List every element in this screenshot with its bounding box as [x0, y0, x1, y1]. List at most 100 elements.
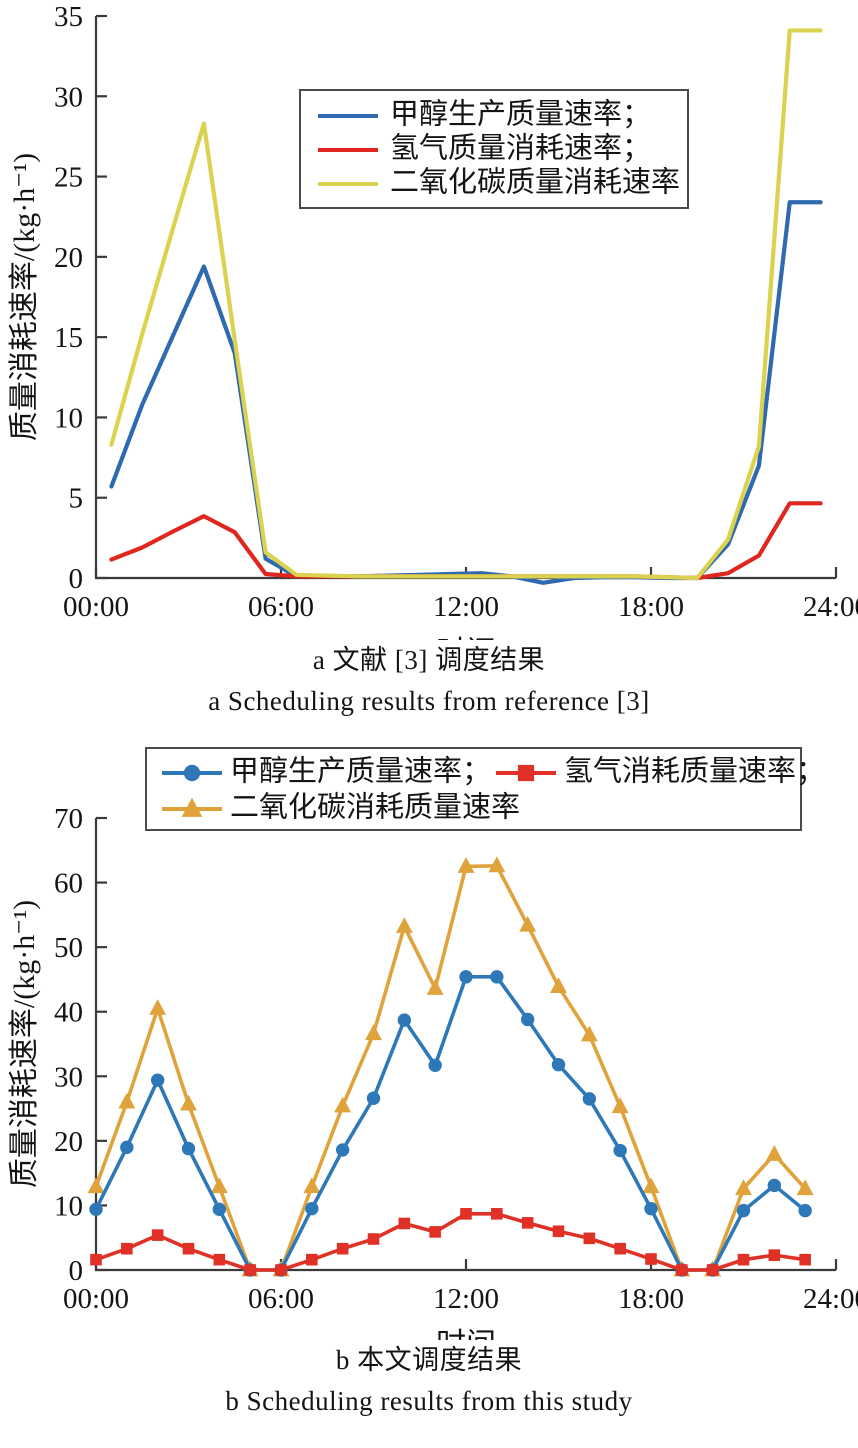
data-point-marker	[767, 1178, 782, 1193]
y-tick-label: 0	[69, 563, 84, 595]
data-point-marker	[799, 1253, 811, 1266]
y-axis-title: 质量消耗速率/(kg·h⁻¹)	[8, 153, 41, 441]
data-point-marker	[519, 915, 537, 932]
data-point-marker	[336, 1242, 349, 1255]
chart-a-plot-area: 0 5 10 15 20 25 30 35 00:00 06:00 12:00 18:00 24:00 时…	[0, 0, 858, 640]
data-point-marker	[765, 1145, 783, 1161]
chart-a-series-group	[109, 28, 823, 585]
data-point-marker	[428, 1058, 442, 1073]
x-axis-title: 时间	[436, 1328, 496, 1340]
data-point-marker	[583, 1232, 596, 1245]
data-point-marker	[365, 1024, 382, 1041]
data-point-marker	[150, 1073, 165, 1087]
data-point-marker	[735, 1179, 752, 1196]
data-point-marker	[120, 1140, 134, 1155]
data-point-marker	[613, 1143, 627, 1158]
data-point-marker	[429, 1226, 441, 1238]
data-point-marker	[520, 1012, 535, 1027]
data-point-marker	[768, 1249, 781, 1261]
data-point-marker	[121, 1242, 133, 1255]
data-point-marker	[676, 1264, 688, 1276]
legend-label-2: 氢气质量消耗速率；	[390, 132, 651, 165]
panel-a: 0 5 10 15 20 25 30 35 00:00 06:00 12:00 18:00 24:00 时…	[0, 0, 858, 716]
data-point-marker	[149, 999, 167, 1015]
x-tick-label: 00:00	[63, 1283, 129, 1315]
data-point-marker	[459, 970, 473, 984]
caption-a-chinese: a 文献 [3] 调度结果	[312, 645, 546, 675]
chart-a-svg: 0 5 10 15 20 25 30 35 00:00 06:00 12:00 18:00 24:00 时…	[8, 1, 858, 640]
data-point-marker	[181, 797, 203, 817]
data-point-marker	[611, 1097, 629, 1114]
data-point-marker	[183, 764, 201, 782]
y-tick-label: 10	[54, 402, 83, 434]
data-point-marker	[151, 1229, 164, 1241]
x-tick-label: 06:00	[248, 591, 314, 623]
data-point-marker	[706, 1264, 719, 1276]
y-tick-label: 5	[69, 483, 84, 515]
data-point-marker	[367, 1233, 380, 1245]
chart-b-series-group	[87, 856, 814, 1277]
data-point-marker	[366, 1091, 381, 1105]
legend-label-1: 甲醇生产质量速率；	[230, 755, 491, 788]
y-axis-title: 质量消耗速率/(kg·h⁻¹)	[8, 900, 41, 1188]
y-tick-label: 10	[54, 1190, 83, 1222]
data-point-marker	[614, 1242, 626, 1255]
data-point-marker	[737, 1253, 750, 1266]
x-tick-label: 18:00	[618, 591, 684, 623]
data-point-marker	[398, 1217, 411, 1230]
series-line-3	[94, 863, 807, 1272]
data-point-marker	[397, 1013, 412, 1027]
data-point-marker	[335, 1143, 350, 1157]
legend-label-3: 二氧化碳质量消耗速率	[390, 166, 680, 199]
data-point-marker	[303, 1177, 321, 1194]
y-tick-label: 40	[54, 997, 83, 1029]
chart-b-plot-area: 0 10 20 30 40 50 60 70 00:00 06:00 12:00 18:00 24:00…	[0, 740, 858, 1340]
data-point-marker	[488, 856, 506, 873]
x-axis-title: 时间	[436, 636, 496, 640]
y-tick-label: 25	[54, 162, 83, 194]
data-point-marker	[796, 1179, 814, 1196]
x-tick-label: 12:00	[433, 591, 499, 623]
data-point-marker	[306, 1253, 318, 1266]
x-tick-label: 06:00	[248, 1283, 314, 1315]
chart-b-axes: 0 10 20 30 40 50 60 70 00:00 06:00 12:00 18:00 24:00	[54, 803, 858, 1315]
y-tick-label: 70	[54, 803, 83, 835]
legend-label-3: 二氧化碳消耗质量速率	[230, 791, 520, 824]
panel-b: 0 10 20 30 40 50 60 70 00:00 06:00 12:00 18:00 24:00…	[0, 740, 858, 1448]
chart-a-legend: 甲醇生产质量速率；氢气质量消耗速率；二氧化碳质量消耗速率	[299, 89, 689, 209]
data-point-marker	[426, 979, 444, 995]
data-point-marker	[181, 1141, 196, 1156]
x-tick-label: 18:00	[618, 1283, 684, 1315]
data-point-marker	[182, 1242, 195, 1255]
data-point-marker	[491, 1208, 503, 1220]
legend-box	[145, 747, 802, 831]
y-tick-label: 20	[54, 1126, 83, 1158]
y-tick-label: 35	[54, 1, 83, 33]
data-point-marker	[552, 1225, 565, 1238]
data-point-marker	[275, 1264, 287, 1276]
x-tick-label: 00:00	[63, 591, 129, 623]
y-tick-label: 0	[69, 1255, 84, 1287]
data-point-marker	[645, 1253, 657, 1265]
data-point-marker	[395, 917, 413, 933]
legend-label-1: 甲醇生产质量速率；	[390, 98, 651, 131]
caption-b-english: b Scheduling results from this study	[225, 1386, 633, 1417]
chart-b-legend: 甲醇生产质量速率； 氢气消耗质量速率； 二氧化碳消耗质量速率	[145, 747, 825, 831]
series-group-2	[90, 1208, 811, 1276]
data-point-marker	[550, 977, 567, 993]
x-tick-label: 24:00	[803, 1283, 858, 1315]
data-point-marker	[521, 1217, 534, 1229]
caption-b-chinese: b 本文调度结果	[335, 1345, 523, 1375]
series-group-3	[87, 856, 814, 1277]
data-point-marker	[89, 1202, 103, 1217]
data-point-marker	[212, 1202, 227, 1217]
y-tick-label: 15	[54, 322, 83, 354]
data-point-marker	[90, 1253, 102, 1266]
series-line-1	[94, 975, 807, 1272]
data-point-marker	[213, 1253, 226, 1266]
data-point-marker	[517, 764, 535, 782]
series-group-1	[89, 970, 812, 1277]
y-tick-label: 30	[54, 1061, 83, 1093]
legend-label-2: 氢气消耗质量速率；	[564, 755, 825, 788]
